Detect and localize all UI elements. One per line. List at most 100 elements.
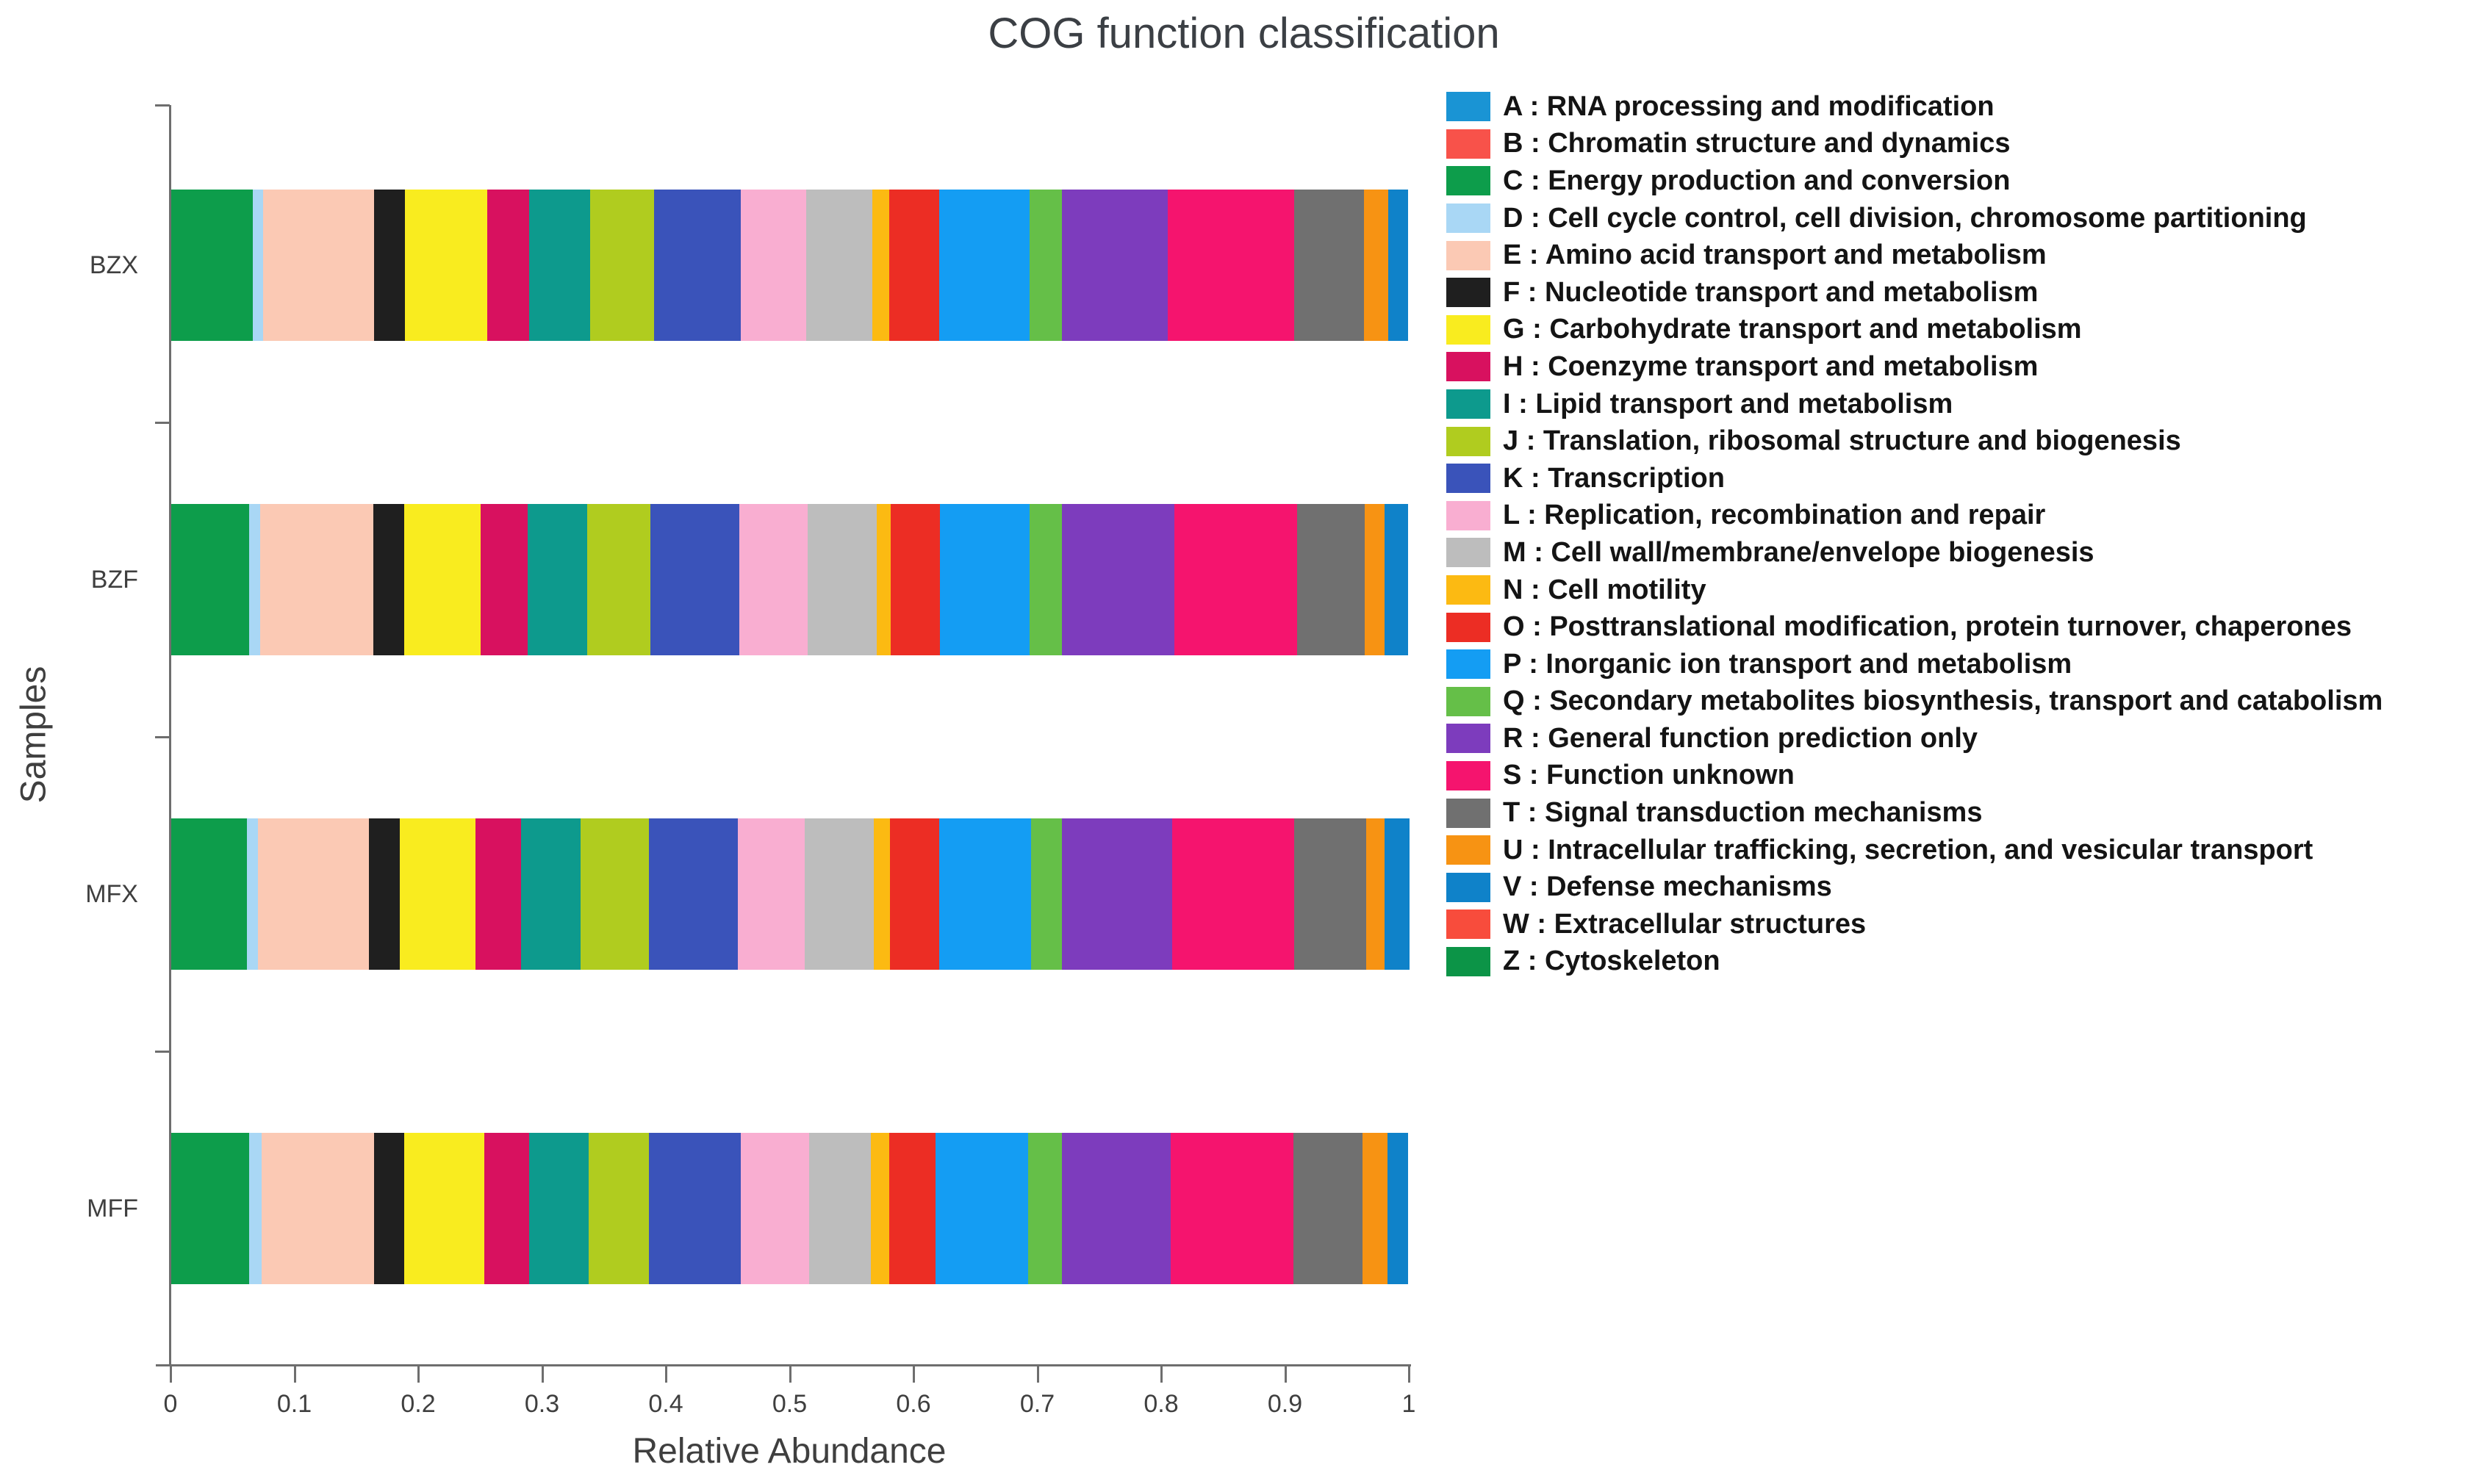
legend-item-f: F : Nucleotide transport and metabolism <box>1446 274 2383 311</box>
legend-label-a: A : RNA processing and modification <box>1503 90 1995 122</box>
legend-swatch-t <box>1446 798 1490 828</box>
x-tick-label: 1 <box>1401 1390 1416 1418</box>
legend: A : RNA processing and modification B : C… <box>1446 88 2383 980</box>
x-axis-title: Relative Abundance <box>632 1432 947 1471</box>
bar-segment-n <box>877 504 891 655</box>
legend-label-i: I : Lipid transport and metabolism <box>1503 388 1953 419</box>
legend-item-b: B : Chromatin structure and dynamics <box>1446 126 2383 163</box>
sample-label-bzx: BZX <box>89 251 138 279</box>
bar-segment-c <box>171 190 254 341</box>
bar-segment-v <box>1388 190 1409 341</box>
bar-segment-h <box>484 1133 529 1284</box>
bar-segment-q <box>1030 818 1062 970</box>
bar-segment-s <box>1168 190 1295 341</box>
bar-segment-q <box>1028 1133 1062 1284</box>
legend-item-o: O : Posttranslational modification, prot… <box>1446 608 2383 646</box>
bar-segment-n <box>871 1133 890 1284</box>
x-tick <box>541 1366 544 1383</box>
bar-segment-d <box>249 1133 262 1284</box>
legend-label-q: Q : Secondary metabolites biosynthesis, … <box>1503 685 2383 717</box>
bar-segment-n <box>874 818 891 970</box>
legend-item-s: S : Function unknown <box>1446 757 2383 795</box>
bar-segment-d <box>249 504 261 655</box>
legend-label-l: L : Replication, recombination and repai… <box>1503 500 2046 531</box>
legend-label-f: F : Nucleotide transport and metabolism <box>1503 276 2039 308</box>
bar-segment-v <box>1385 504 1409 655</box>
legend-swatch-h <box>1446 352 1490 382</box>
x-tick <box>293 1366 296 1383</box>
bar-segment-c <box>171 1133 250 1284</box>
bar-segment-t <box>1296 504 1365 655</box>
bar-segment-o <box>889 190 939 341</box>
x-tick <box>665 1366 667 1383</box>
legend-swatch-m <box>1446 538 1490 568</box>
bar-segment-v <box>1387 1133 1409 1284</box>
legend-item-a: A : RNA processing and modification <box>1446 88 2383 126</box>
bar-segment-e <box>260 504 373 655</box>
legend-item-u: U : Intracellular trafficking, secretion… <box>1446 832 2383 869</box>
bar-segment-r <box>1061 190 1168 341</box>
bar-segment-p <box>935 1133 1028 1284</box>
x-tick <box>1160 1366 1163 1383</box>
x-tick-label: 0.2 <box>401 1390 436 1418</box>
legend-label-v: V : Defense mechanisms <box>1503 871 1832 903</box>
legend-swatch-j <box>1446 426 1490 456</box>
legend-item-w: W : Extracellular structures <box>1446 906 2383 943</box>
legend-label-o: O : Posttranslational modification, prot… <box>1503 611 2352 643</box>
bar-segment-s <box>1174 504 1297 655</box>
bar-row-mfx <box>171 818 1410 970</box>
legend-label-p: P : Inorganic ion transport and metaboli… <box>1503 648 2072 680</box>
x-tick <box>170 1366 172 1383</box>
bar-row-bzf <box>171 504 1410 655</box>
bar-segment-s <box>1170 1133 1293 1284</box>
x-tick-label: 0.9 <box>1267 1390 1303 1418</box>
bar-segment-h <box>475 818 522 970</box>
y-tick <box>155 1051 170 1053</box>
legend-swatch-r <box>1446 724 1490 754</box>
bar-segment-v <box>1385 818 1410 970</box>
bar-segment-o <box>890 818 940 970</box>
x-tick <box>417 1366 420 1383</box>
legend-item-l: L : Replication, recombination and repai… <box>1446 497 2383 535</box>
bar-segment-h <box>487 190 529 341</box>
x-tick-label: 0 <box>163 1390 178 1418</box>
legend-label-h: H : Coenzyme transport and metabolism <box>1503 350 2039 382</box>
bar-segment-j <box>588 1133 650 1284</box>
legend-item-e: E : Amino acid transport and metabolism <box>1446 237 2383 274</box>
legend-swatch-f <box>1446 278 1490 308</box>
legend-swatch-q <box>1446 686 1490 716</box>
bar-segment-f <box>374 1133 404 1284</box>
y-axis-title: Samples <box>14 666 54 804</box>
legend-item-m: M : Cell wall/membrane/envelope biogenes… <box>1446 534 2383 572</box>
bar-segment-o <box>889 1133 936 1284</box>
legend-swatch-a <box>1446 92 1490 122</box>
bar-segment-q <box>1029 504 1062 655</box>
bar-segment-p <box>940 504 1030 655</box>
bar-segment-m <box>806 190 872 341</box>
legend-label-w: W : Extracellular structures <box>1503 908 1867 940</box>
legend-swatch-z <box>1446 946 1490 976</box>
chart-title: COG function classification <box>988 10 1500 57</box>
sample-label-mff: MFF <box>87 1195 138 1222</box>
bar-segment-d <box>253 190 263 341</box>
legend-label-g: G : Carbohydrate transport and metabolis… <box>1503 314 2082 345</box>
legend-label-b: B : Chromatin structure and dynamics <box>1503 128 2011 159</box>
legend-swatch-i <box>1446 389 1490 419</box>
bar-segment-p <box>939 818 1031 970</box>
x-tick-label: 0.5 <box>772 1390 808 1418</box>
bar-segment-g <box>403 1133 485 1284</box>
bar-segment-d <box>246 818 258 970</box>
y-tick <box>155 422 170 424</box>
legend-item-p: P : Inorganic ion transport and metaboli… <box>1446 646 2383 683</box>
bar-segment-k <box>654 190 742 341</box>
x-tick-label: 0.6 <box>896 1390 931 1418</box>
x-tick-label: 0.4 <box>648 1390 683 1418</box>
legend-label-z: Z : Cytoskeleton <box>1503 945 1720 977</box>
bar-segment-i <box>528 1133 589 1284</box>
legend-item-h: H : Coenzyme transport and metabolism <box>1446 348 2383 386</box>
legend-swatch-g <box>1446 314 1490 345</box>
legend-label-d: D : Cell cycle control, cell division, c… <box>1503 202 2307 234</box>
legend-label-s: S : Function unknown <box>1503 760 1795 791</box>
y-axis-line <box>169 105 171 1366</box>
